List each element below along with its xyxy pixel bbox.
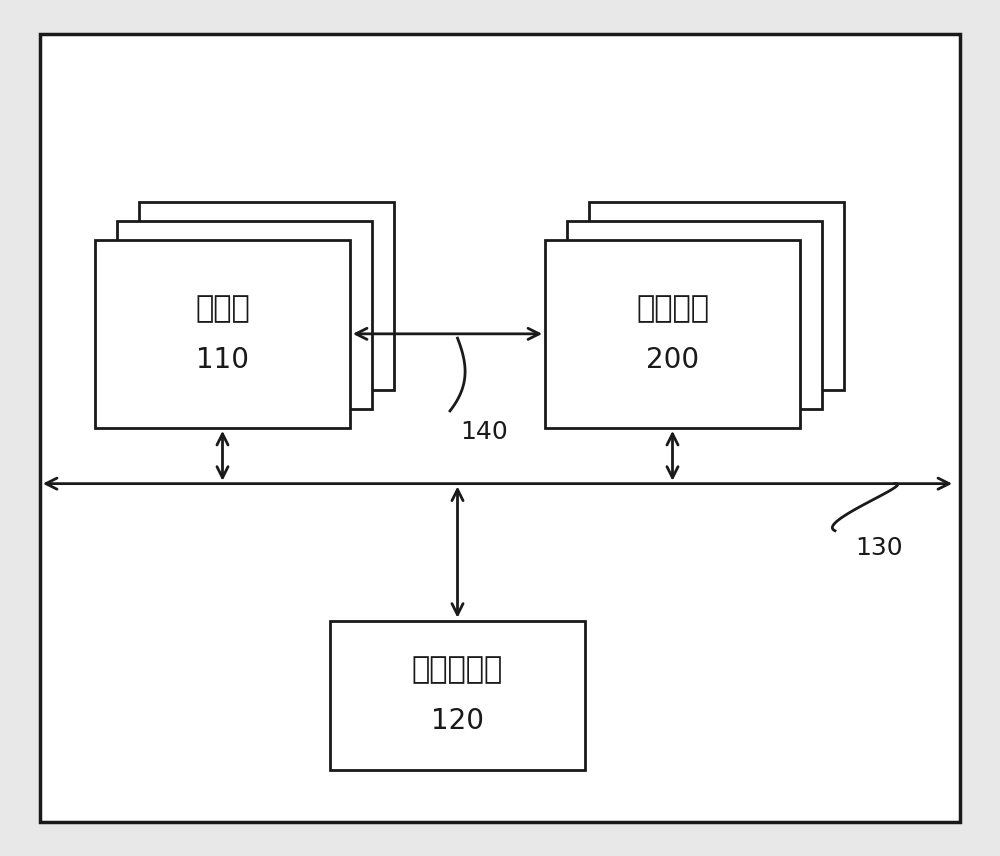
Bar (117, 221, 372, 409)
Bar (567, 221, 822, 409)
Bar (545, 240, 800, 428)
Text: 系统存储器: 系统存储器 (412, 656, 503, 684)
Text: 140: 140 (460, 420, 508, 444)
Bar (139, 202, 394, 390)
Text: 120: 120 (431, 707, 484, 735)
Text: 加速单元: 加速单元 (636, 294, 709, 323)
Text: 处理器: 处理器 (195, 294, 250, 323)
Bar (589, 202, 844, 390)
Text: 200: 200 (646, 346, 699, 373)
Text: 130: 130 (855, 536, 903, 560)
Bar (95, 240, 350, 428)
Text: 110: 110 (196, 346, 249, 373)
Bar (330, 621, 585, 770)
